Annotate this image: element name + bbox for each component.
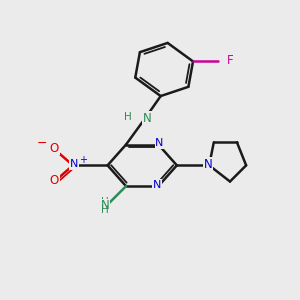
Text: N: N [142, 112, 151, 124]
Text: N: N [204, 158, 212, 171]
Text: N: N [70, 159, 78, 169]
Text: H: H [124, 112, 132, 122]
Text: N: N [101, 199, 110, 212]
Text: F: F [227, 54, 233, 67]
Text: −: − [37, 137, 47, 150]
Text: +: + [79, 154, 87, 165]
Text: H: H [101, 205, 109, 215]
Text: N: N [155, 138, 164, 148]
Text: O: O [50, 142, 59, 154]
Text: O: O [50, 174, 59, 187]
Text: N: N [153, 180, 161, 190]
Text: H: H [101, 197, 109, 207]
